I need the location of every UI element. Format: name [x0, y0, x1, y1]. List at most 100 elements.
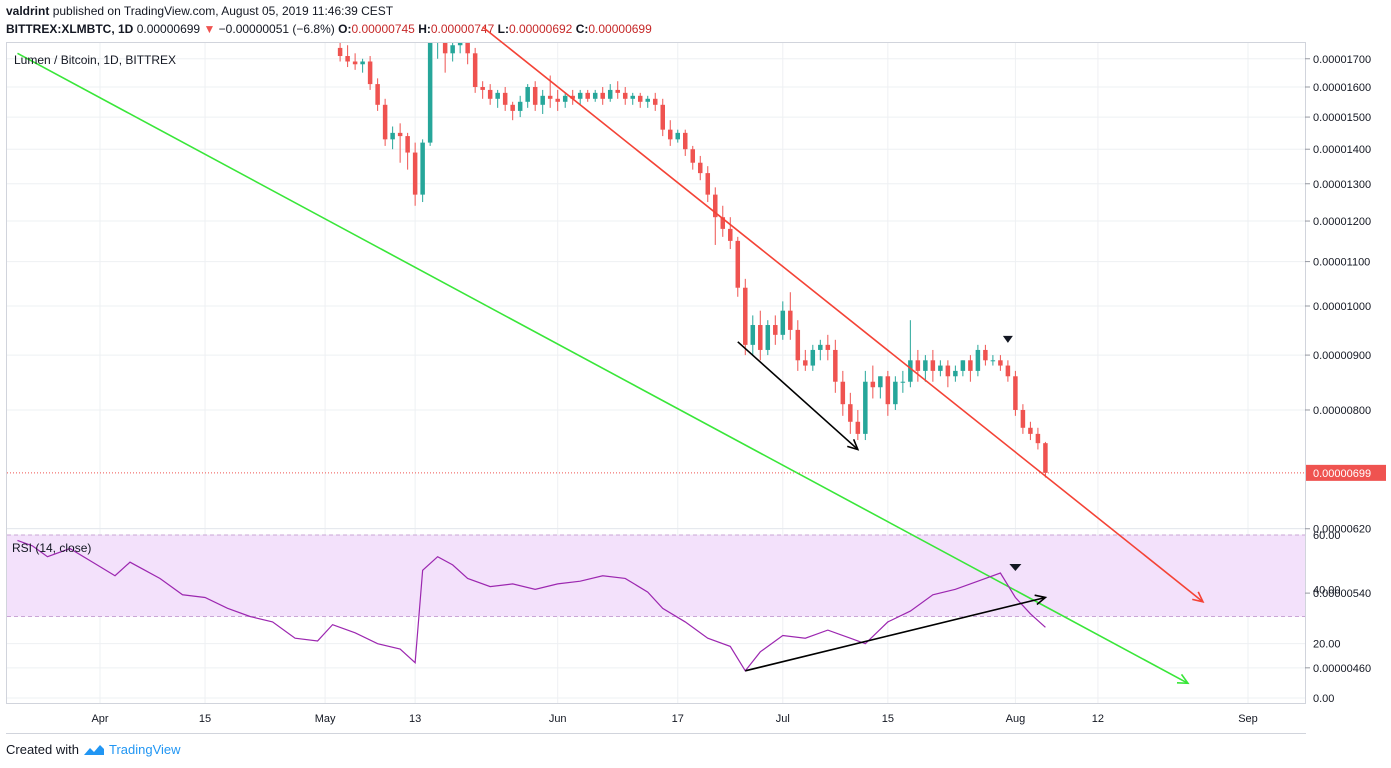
- time-tick-label: Jun: [549, 713, 567, 725]
- tradingview-brand[interactable]: TradingView: [108, 742, 181, 757]
- price-tick-label: 0.00001000: [1313, 301, 1371, 313]
- last-price: 0.00000699: [136, 22, 201, 36]
- author-name[interactable]: valdrint: [6, 4, 50, 18]
- candle-body: [720, 217, 726, 229]
- candle-body: [803, 360, 808, 366]
- last-price-tag-label: 0.00000699: [1313, 468, 1371, 480]
- price-tick-label: 0.00000620: [1313, 524, 1371, 536]
- low-label: L:: [497, 22, 509, 36]
- rsi-signal-marker: [1009, 564, 1022, 571]
- candle: [675, 129, 681, 143]
- candle: [780, 301, 786, 340]
- candle-body: [690, 149, 696, 163]
- candle: [1020, 404, 1026, 434]
- candle-body: [960, 360, 966, 371]
- high-label: H:: [418, 22, 431, 36]
- candle: [885, 370, 891, 416]
- candle-body: [450, 45, 455, 54]
- time-tick-label: 12: [1092, 713, 1104, 725]
- time-tick-label: May: [315, 713, 336, 725]
- candle-body: [427, 43, 433, 143]
- candle: [690, 145, 696, 170]
- candle: [833, 339, 838, 393]
- rsi-divergence-line: [745, 596, 1046, 672]
- candle: [765, 320, 771, 356]
- candle: [728, 217, 733, 250]
- candle-body: [705, 173, 711, 195]
- candle-body: [547, 95, 553, 99]
- candle-body: [352, 61, 358, 65]
- candle: [848, 392, 853, 434]
- rsi-band-lines: [7, 534, 1305, 617]
- candle-body: [570, 95, 575, 99]
- close-label: C:: [575, 22, 589, 36]
- price-tick-label: 0.00001600: [1313, 82, 1371, 94]
- candle-body: [893, 381, 898, 405]
- candle-body: [472, 53, 478, 87]
- candlestick-series: [337, 19, 1048, 478]
- price-tick-label: 0.00000900: [1313, 350, 1371, 362]
- candle-body: [375, 84, 380, 105]
- candle: [975, 344, 981, 377]
- candle-body: [1028, 427, 1033, 434]
- candle-body: [773, 325, 778, 335]
- footer: Created with TradingView: [6, 742, 181, 757]
- candle-body: [652, 98, 658, 105]
- candle: [652, 92, 658, 111]
- symbol-ohlc-bar: BITTREX:XLMBTC, 1D 0.00000699 ▼ −0.00000…: [6, 22, 652, 36]
- time-tick-label: Aug: [1006, 713, 1026, 725]
- candle-body: [735, 240, 741, 288]
- candle: [412, 142, 418, 206]
- trendline-divergence[interactable]: [737, 341, 860, 451]
- low-value: 0.00000692: [508, 22, 573, 36]
- candle: [930, 349, 936, 382]
- candle: [645, 95, 650, 108]
- candle-body: [435, 19, 440, 37]
- candle: [367, 56, 373, 90]
- trendline-upper[interactable]: [482, 26, 1205, 603]
- price-tick-label: 0.00000460: [1313, 663, 1371, 675]
- candle: [562, 92, 568, 108]
- candle: [570, 89, 575, 105]
- rsi-tick-label: 20.00: [1313, 639, 1341, 651]
- candle-body: [1005, 365, 1011, 377]
- candle-body: [405, 136, 410, 153]
- candle-body: [420, 142, 425, 195]
- trendlines[interactable]: [17, 26, 1205, 685]
- candle: [607, 84, 613, 102]
- candle: [705, 166, 711, 203]
- last-price-tag: [1306, 464, 1386, 481]
- candle-body: [825, 344, 831, 350]
- candle-body: [998, 360, 1003, 366]
- candle-body: [607, 89, 613, 99]
- candle: [600, 87, 605, 105]
- candle-body: [810, 349, 816, 366]
- price-pane-title: Lumen / Bitcoin, 1D, BITTREX: [14, 53, 176, 67]
- candle: [495, 89, 500, 108]
- candle-body: [532, 87, 538, 105]
- candle: [457, 43, 463, 54]
- candle: [337, 43, 343, 62]
- candle: [637, 92, 643, 108]
- candle: [983, 344, 988, 366]
- candle-body: [622, 92, 628, 99]
- trendline-arrowhead: [847, 438, 860, 451]
- candle-body: [592, 92, 598, 99]
- candle-body: [878, 376, 883, 388]
- trendline-lower[interactable]: [17, 52, 1190, 685]
- candle-body: [923, 360, 928, 371]
- candle-body: [495, 92, 500, 99]
- candle: [758, 310, 763, 361]
- candle-body: [743, 287, 748, 345]
- candle: [908, 320, 913, 388]
- candle-body: [397, 132, 403, 137]
- candle-body: [390, 132, 395, 140]
- candle-body: [990, 360, 996, 362]
- candle: [592, 89, 598, 102]
- candle-body: [510, 104, 515, 111]
- candle: [1028, 421, 1033, 441]
- candle: [540, 89, 545, 114]
- candle: [750, 315, 756, 356]
- candle-body: [1020, 409, 1026, 428]
